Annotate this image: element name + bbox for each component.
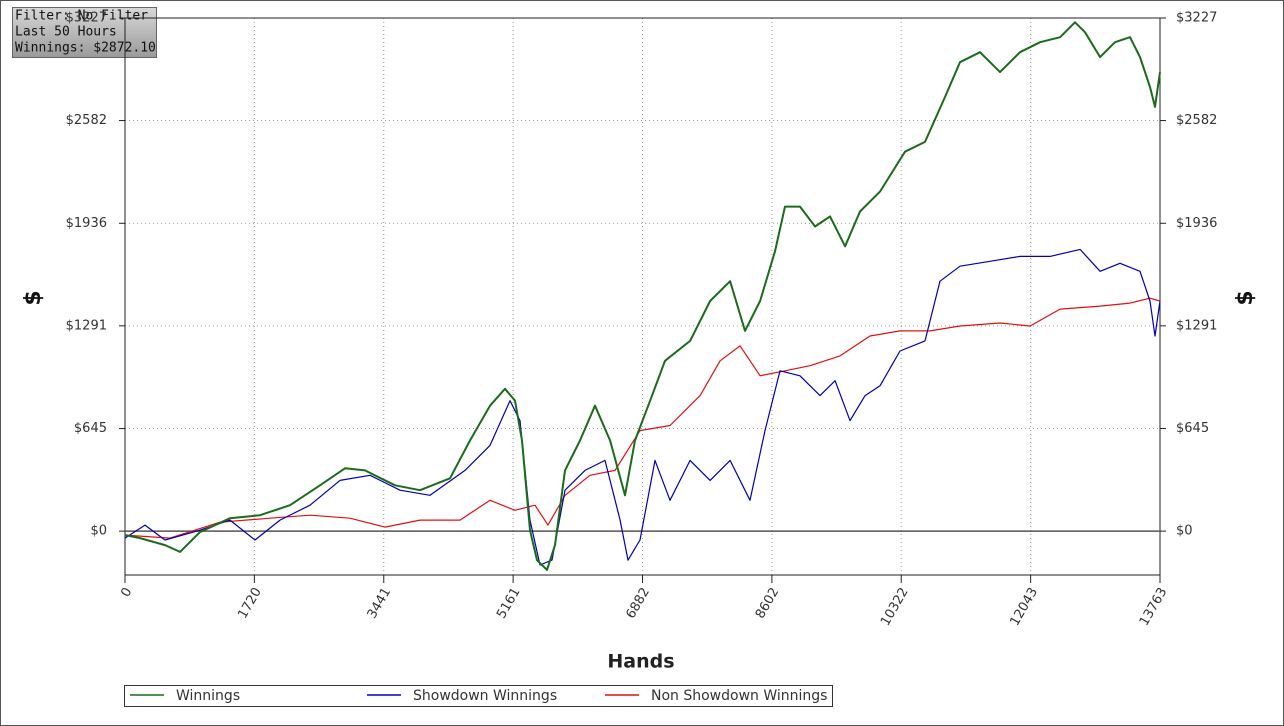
- y-tick-label: $3227: [66, 11, 107, 26]
- y-axis-title: $: [21, 290, 46, 305]
- y2-tick-label: $645: [1176, 421, 1209, 436]
- info-box-bg: [12, 7, 157, 58]
- y-tick-label: $2582: [66, 113, 107, 128]
- y-tick-label: $1291: [66, 318, 107, 333]
- x-axis-title: Hands: [607, 651, 674, 673]
- series-line: [124, 248, 1161, 566]
- y2-tick-label: $1936: [1176, 216, 1217, 231]
- info-line: Winnings: $2872.10: [15, 41, 156, 56]
- info-box: Filter: No Filter Last 50 Hours Winnings…: [12, 7, 157, 58]
- y2-tick-label: $2582: [1176, 113, 1217, 128]
- legend-label: Non Showdown Winnings: [651, 688, 827, 704]
- legend-box: [124, 685, 833, 707]
- series-line: [124, 297, 1161, 539]
- y2-tick-label: $0: [1176, 524, 1193, 539]
- plot-frame: [124, 17, 1161, 576]
- legend: Winnings Showdown Winnings Non Showdown Wi…: [124, 685, 833, 707]
- y-tick-label: $0: [90, 524, 107, 539]
- y2-tick-label: $1291: [1176, 318, 1217, 333]
- y-tick-label: $1936: [66, 216, 107, 231]
- legend-label: Showdown Winnings: [413, 688, 557, 704]
- y-tick-label: $645: [74, 421, 107, 436]
- info-line: Last 50 Hours: [15, 25, 117, 40]
- y2-tick-label: $3227: [1176, 11, 1217, 26]
- series-line: [124, 21, 1161, 571]
- info-line: Filter: No Filter: [15, 9, 148, 24]
- legend-label: Winnings: [176, 688, 240, 704]
- y2-axis-title: $: [1233, 290, 1258, 305]
